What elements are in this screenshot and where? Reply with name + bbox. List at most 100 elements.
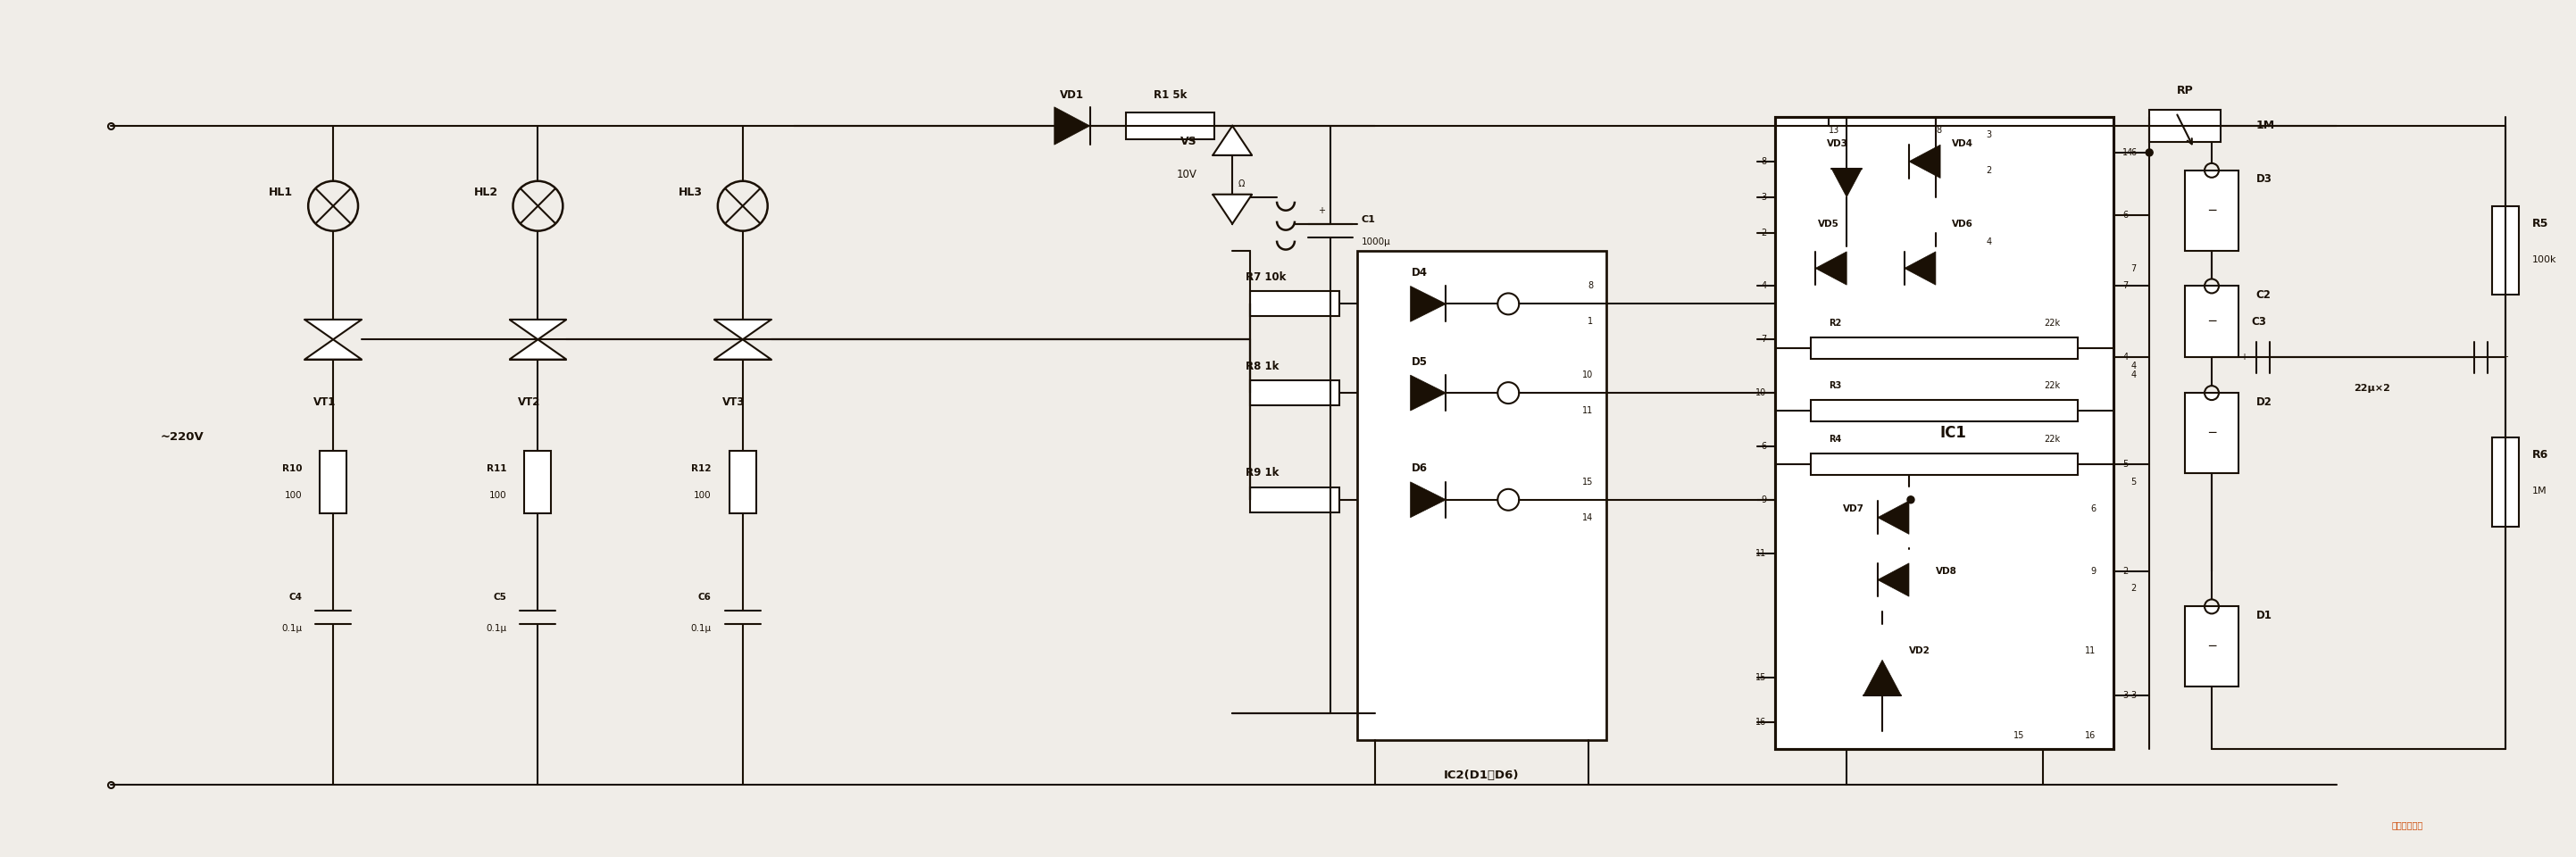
Text: 8: 8	[1935, 126, 1942, 135]
Bar	[2491, 206, 2519, 295]
Text: 100: 100	[489, 491, 507, 500]
Text: 11: 11	[2084, 646, 2097, 656]
Bar	[729, 451, 755, 513]
Polygon shape	[1054, 107, 1090, 145]
Text: 6: 6	[2123, 211, 2128, 219]
Text: 0.1μ: 0.1μ	[690, 624, 711, 633]
Bar	[2491, 437, 2519, 526]
Text: 1000μ: 1000μ	[1363, 237, 1391, 246]
Circle shape	[1906, 496, 1914, 503]
Text: 8: 8	[1762, 157, 1767, 166]
Text: R11: R11	[487, 464, 507, 473]
Bar	[1775, 117, 2115, 749]
Polygon shape	[1213, 126, 1252, 155]
Text: 5: 5	[2123, 459, 2128, 469]
Text: 15: 15	[1754, 674, 1767, 682]
Text: 9: 9	[1762, 495, 1767, 504]
Bar	[319, 451, 348, 513]
Text: 3: 3	[1986, 130, 1991, 139]
Text: C3: C3	[2251, 316, 2267, 327]
Polygon shape	[1412, 286, 1445, 321]
Polygon shape	[304, 320, 361, 339]
Polygon shape	[304, 339, 361, 359]
Text: 8: 8	[1587, 282, 1592, 291]
Bar	[2184, 286, 2239, 357]
Text: R4: R4	[1829, 434, 1842, 444]
Text: 1M: 1M	[2532, 486, 2548, 495]
Text: 22k: 22k	[2045, 434, 2061, 444]
Text: 11: 11	[1582, 406, 1592, 415]
Polygon shape	[1909, 145, 1940, 178]
Polygon shape	[510, 339, 567, 359]
Text: 6: 6	[2130, 148, 2136, 157]
Text: VT3: VT3	[721, 396, 744, 408]
Circle shape	[2146, 149, 2154, 156]
Text: 100: 100	[693, 491, 711, 500]
Text: Ω: Ω	[1239, 179, 1244, 189]
Polygon shape	[1412, 375, 1445, 411]
Text: 22μ×2: 22μ×2	[2354, 384, 2391, 393]
Text: D6: D6	[1412, 463, 1427, 475]
Text: D1: D1	[2257, 609, 2272, 621]
Text: 2: 2	[2123, 566, 2128, 575]
Text: R10: R10	[281, 464, 301, 473]
Polygon shape	[1878, 500, 1909, 534]
Text: 4: 4	[2123, 353, 2128, 362]
Text: 22k: 22k	[2045, 319, 2061, 328]
Text: C2: C2	[2257, 289, 2272, 301]
Text: ─: ─	[2208, 427, 2215, 439]
Polygon shape	[714, 320, 770, 339]
Text: 7: 7	[1762, 335, 1767, 344]
Text: HL2: HL2	[474, 187, 497, 199]
Bar	[1811, 338, 2079, 359]
Text: D2: D2	[2257, 396, 2272, 408]
Text: R5: R5	[2532, 218, 2548, 230]
Text: C4: C4	[289, 593, 301, 602]
Text: R12: R12	[690, 464, 711, 473]
Bar	[1811, 400, 2079, 422]
Text: 0.1μ: 0.1μ	[487, 624, 507, 633]
Text: 6: 6	[2092, 504, 2097, 513]
Text: 维库电子市场: 维库电子市场	[2393, 820, 2424, 829]
Bar	[1249, 488, 1340, 512]
Polygon shape	[1904, 252, 1935, 285]
Text: 1M: 1M	[2257, 120, 2275, 132]
Text: R6: R6	[2532, 449, 2548, 461]
Text: VD1: VD1	[1061, 89, 1084, 100]
Polygon shape	[510, 320, 567, 339]
Text: 11: 11	[1757, 548, 1767, 558]
Bar	[1249, 381, 1340, 405]
Polygon shape	[1832, 169, 1862, 197]
Bar	[1126, 112, 1213, 139]
Text: 1: 1	[1587, 317, 1592, 327]
Text: 9: 9	[2092, 566, 2097, 575]
Text: IC2(D1～D6): IC2(D1～D6)	[1445, 770, 1520, 782]
Text: 15: 15	[2014, 731, 2025, 740]
Polygon shape	[714, 339, 770, 359]
Text: R1 5k: R1 5k	[1154, 89, 1188, 100]
Text: R7 10k: R7 10k	[1247, 272, 1285, 283]
Text: 2: 2	[1986, 166, 1991, 175]
Text: C6: C6	[698, 593, 711, 602]
Text: VD3: VD3	[1826, 139, 1850, 148]
Text: 3: 3	[1762, 193, 1767, 201]
Text: 3: 3	[2130, 691, 2136, 700]
Text: D3: D3	[2257, 173, 2272, 185]
Text: C1: C1	[1363, 215, 1376, 224]
Text: +: +	[2501, 353, 2509, 362]
Text: VT1: VT1	[312, 396, 335, 408]
Text: VD6: VD6	[1953, 219, 1973, 228]
Text: R3: R3	[1829, 381, 1842, 390]
Text: 3: 3	[2123, 691, 2128, 700]
Text: 10V: 10V	[1177, 169, 1198, 181]
Text: 13: 13	[1829, 126, 1839, 135]
Polygon shape	[1862, 660, 1901, 696]
Text: 10: 10	[1757, 388, 1767, 398]
Text: 5: 5	[2130, 477, 2136, 487]
Text: VD8: VD8	[1935, 566, 1958, 575]
Text: 6: 6	[1762, 442, 1767, 451]
Bar	[2184, 607, 2239, 686]
Polygon shape	[1816, 252, 1847, 285]
Text: 0.1μ: 0.1μ	[281, 624, 301, 633]
Text: ─: ─	[2208, 315, 2215, 328]
